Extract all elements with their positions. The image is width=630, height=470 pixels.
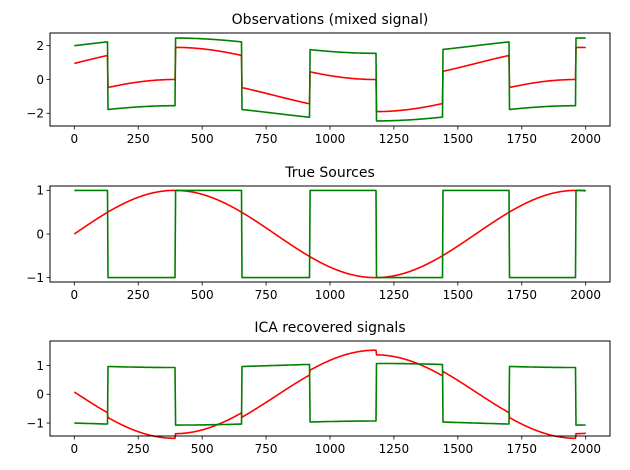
x-tick-label: 1250 <box>379 442 410 456</box>
x-tick-label: 1250 <box>379 288 410 302</box>
x-tick-label: 0 <box>70 132 78 146</box>
subplot-title: True Sources <box>284 165 375 181</box>
x-tick-label: 1500 <box>443 288 474 302</box>
x-tick-label: 500 <box>191 288 214 302</box>
y-tick-label: −2 <box>26 107 44 121</box>
y-tick-label: 0 <box>36 73 44 87</box>
subplot-true-sources: True Sources 0 250 500 750 1000 1250 1500 1750 2… <box>26 165 611 302</box>
x-tick-label: 750 <box>255 442 278 456</box>
x-tick-label: 2000 <box>570 132 601 146</box>
x-tick-label: 500 <box>191 132 214 146</box>
x-tick-label: 500 <box>191 442 214 456</box>
subplot-observations: Observations (mixed signal) 0 250 500 750 10… <box>26 12 611 146</box>
x-tick-label: 250 <box>127 288 150 302</box>
x-tick-label: 2000 <box>570 288 601 302</box>
subplot-title: Observations (mixed signal) <box>232 12 429 28</box>
series-line-green <box>74 189 586 279</box>
x-tick-label: 0 <box>70 288 78 302</box>
y-tick-label: −1 <box>26 416 44 430</box>
x-tick-label: 1750 <box>507 442 538 456</box>
x-tick-label: 1750 <box>507 132 538 146</box>
x-tick-label: 750 <box>255 288 278 302</box>
subplot-ica-recovered: ICA recovered signals 0 250 500 750 1000 1250… <box>26 320 611 456</box>
y-tick-label: 1 <box>36 184 44 198</box>
subplot-title: ICA recovered signals <box>254 320 405 336</box>
series-line-green <box>74 362 586 426</box>
axes-frame <box>49 32 611 127</box>
x-tick-label: 250 <box>127 132 150 146</box>
x-tick-label: 1500 <box>443 132 474 146</box>
x-tick-label: 1000 <box>315 442 346 456</box>
y-tick-label: −1 <box>26 271 44 285</box>
x-tick-label: 0 <box>70 442 78 456</box>
series-line-green <box>74 37 586 122</box>
x-tick-label: 2000 <box>570 442 601 456</box>
y-tick-label: 0 <box>36 388 44 402</box>
series-line-red <box>74 46 586 113</box>
series-line-red <box>73 349 586 440</box>
x-tick-label: 250 <box>127 442 150 456</box>
x-tick-label: 1250 <box>379 132 410 146</box>
x-tick-label: 1500 <box>443 442 474 456</box>
y-tick-label: 0 <box>36 227 44 241</box>
y-tick-label: 1 <box>36 359 44 373</box>
x-tick-label: 750 <box>255 132 278 146</box>
y-tick-label: 2 <box>36 39 44 53</box>
x-tick-label: 1000 <box>315 132 346 146</box>
series-line-red <box>73 189 586 279</box>
x-tick-label: 1000 <box>315 288 346 302</box>
x-tick-label: 1750 <box>507 288 538 302</box>
